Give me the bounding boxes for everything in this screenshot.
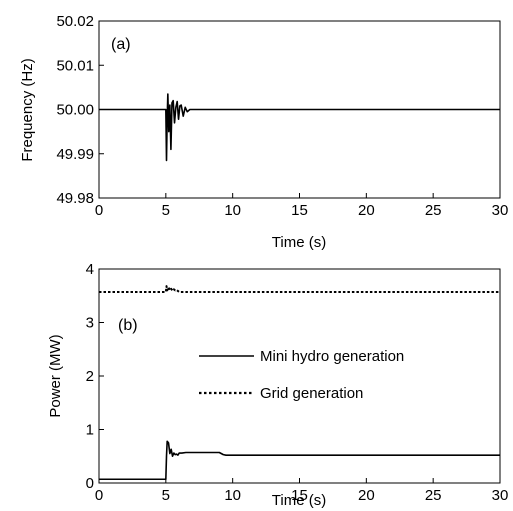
x-tick-label: 10 xyxy=(224,202,241,219)
x-tick-label: 20 xyxy=(358,202,375,219)
x-tick-label: 30 xyxy=(492,202,509,219)
x-tick-label: 20 xyxy=(358,487,375,504)
x-axis-ticks: 0 5 10 15 20 25 30 xyxy=(95,193,509,219)
y-tick-label: 1 xyxy=(86,422,94,439)
chart-series xyxy=(99,285,500,481)
y-tick-label: 3 xyxy=(86,315,94,332)
frequency-chart: 49.98 49.99 50.00 50.01 50.02 0 5 10 15 20 25 30 (… xyxy=(19,13,508,251)
x-tick-label: 5 xyxy=(162,487,170,504)
x-tick-label: 15 xyxy=(291,202,308,219)
y-tick-label: 4 xyxy=(86,261,94,278)
series-line-0 xyxy=(99,440,500,481)
y-tick-label: 49.98 xyxy=(56,190,94,207)
y-tick-label: 50.01 xyxy=(56,57,94,74)
y-tick-label: 49.99 xyxy=(56,146,94,163)
chart-series xyxy=(99,93,500,162)
y-axis-ticks: 0 1 2 3 4 xyxy=(86,261,104,492)
power-chart: 0 1 2 3 4 0 5 10 15 20 25 30 (b) Power (MW) Time (… xyxy=(47,261,508,509)
plot-area xyxy=(98,268,501,484)
legend: Mini hydro generation Grid generation xyxy=(199,348,404,402)
y-axis-label: Frequency (Hz) xyxy=(19,58,36,161)
y-axis-ticks: 49.98 49.99 50.00 50.01 50.02 xyxy=(56,13,104,207)
y-tick-label: 0 xyxy=(86,475,94,492)
x-axis-label: Time (s) xyxy=(272,234,326,251)
legend-label-grid: Grid generation xyxy=(260,385,363,402)
x-tick-label: 0 xyxy=(95,487,103,504)
y-tick-label: 50.02 xyxy=(56,13,94,30)
x-tick-label: 15 xyxy=(291,487,308,504)
x-tick-label: 10 xyxy=(224,487,241,504)
y-tick-label: 2 xyxy=(86,368,94,385)
series-line-1 xyxy=(99,285,500,293)
x-tick-label: 25 xyxy=(425,202,442,219)
x-tick-label: 30 xyxy=(492,487,509,504)
x-axis-ticks: 0 5 10 15 20 25 30 xyxy=(95,478,509,504)
x-tick-label: 0 xyxy=(95,202,103,219)
y-axis-label: Power (MW) xyxy=(47,334,64,417)
panel-label: (a) xyxy=(111,36,131,53)
panel-label: (b) xyxy=(118,317,138,334)
x-tick-label: 5 xyxy=(162,202,170,219)
x-axis-label: Time (s) xyxy=(272,492,326,509)
series-line-0 xyxy=(99,93,500,162)
y-tick-label: 50.00 xyxy=(56,102,94,119)
x-tick-label: 25 xyxy=(425,487,442,504)
legend-label-mini-hydro: Mini hydro generation xyxy=(260,348,404,365)
